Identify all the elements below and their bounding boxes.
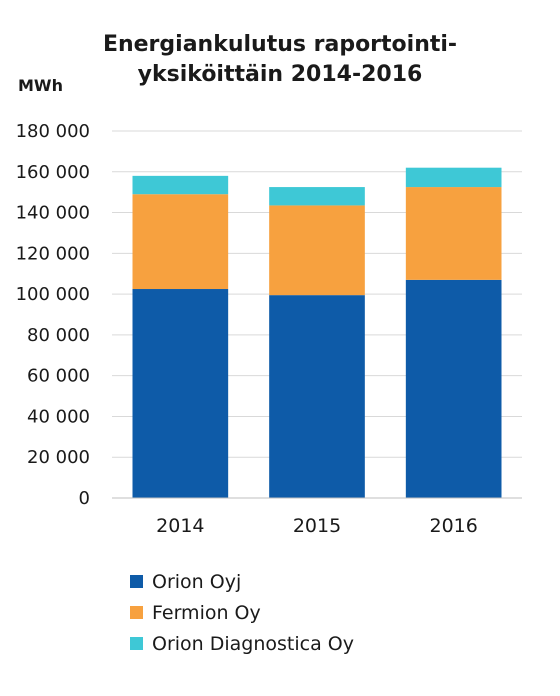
y-tick-label-0: 0 (79, 488, 90, 509)
tick-labels: 0 20 000 40 000 60 000 80 000 100 000 120 000 1… (16, 121, 478, 537)
y-tick-label-3: 60 000 (27, 366, 90, 387)
bars (132, 167, 502, 498)
y-tick-label-7: 140 000 (16, 203, 90, 224)
bar-2016-fermion-oy (405, 187, 502, 280)
y-tick-label-2: 40 000 (27, 406, 90, 427)
y-tick-label-6: 120 000 (16, 243, 90, 264)
y-tick-label-9: 180 000 (16, 121, 90, 142)
legend-item-1: Fermion Oy (130, 597, 354, 628)
legend-label: Orion Oyj (152, 570, 242, 593)
bar-2015-orion-diagnostica-oy (269, 187, 365, 206)
x-tick-label-2015: 2015 (293, 515, 341, 537)
legend-label: Orion Diagnostica Oy (152, 632, 354, 655)
x-tick-label-2016: 2016 (429, 515, 477, 537)
bar-2016-orion-oyj (405, 279, 502, 498)
x-tick-label-2014: 2014 (156, 515, 204, 537)
bar-2016-orion-diagnostica-oy (405, 167, 502, 188)
chart-title: Energiankulutus raportointi- yksiköittäi… (60, 30, 500, 90)
legend-swatch (130, 637, 143, 650)
legend-label: Fermion Oy (152, 601, 261, 624)
y-axis-unit-label: MWh (18, 76, 63, 95)
stacked-bar-chart: 0 20 000 40 000 60 000 80 000 100 000 120 000 1… (16, 121, 522, 537)
chart-title-line-1: Energiankulutus raportointi- (102, 32, 458, 57)
y-tick-label-1: 20 000 (27, 447, 90, 468)
legend-item-0: Orion Oyj (130, 566, 354, 597)
bar-2015-orion-oyj (269, 295, 365, 498)
bar-2014-orion-oyj (132, 289, 229, 498)
bar-2014-fermion-oy (132, 194, 229, 290)
y-tick-label-4: 80 000 (27, 325, 90, 346)
legend-swatch (130, 606, 143, 619)
legend-item-2: Orion Diagnostica Oy (130, 628, 354, 659)
chart-title-line-2: yksiköittäin 2014-2016 (137, 62, 423, 87)
y-tick-label-8: 160 000 (16, 162, 90, 183)
bar-2015-fermion-oy (269, 205, 365, 296)
bar-2014-orion-diagnostica-oy (132, 175, 229, 195)
y-tick-label-5: 100 000 (16, 284, 90, 305)
legend: Orion Oyj Fermion Oy Orion Diagnostica Oy (130, 566, 354, 659)
legend-swatch (130, 575, 143, 588)
